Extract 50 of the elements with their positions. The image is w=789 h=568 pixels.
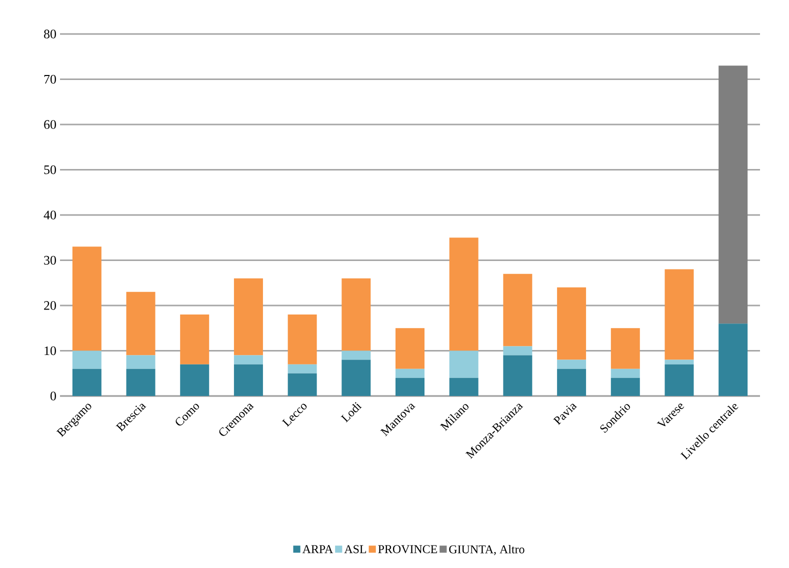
bar xyxy=(342,360,371,396)
bar xyxy=(72,368,102,396)
bar xyxy=(503,274,532,346)
bar xyxy=(234,355,263,364)
bar xyxy=(718,66,748,324)
bar xyxy=(396,328,425,369)
y-tick-label: 20 xyxy=(44,301,56,310)
legend-label: ARPA xyxy=(302,545,334,554)
bar xyxy=(180,364,210,396)
bar xyxy=(288,364,317,374)
bar xyxy=(503,355,532,396)
y-tick-label: 60 xyxy=(44,120,56,129)
bar xyxy=(610,328,640,369)
bar xyxy=(72,246,102,351)
bar xyxy=(664,364,694,396)
y-tick-label: 10 xyxy=(44,346,56,356)
y-tick-label: 40 xyxy=(44,210,56,220)
legend-label: GIUNTA, Altro xyxy=(449,544,524,556)
bar xyxy=(72,350,102,369)
bar xyxy=(288,314,317,364)
bar xyxy=(396,378,425,396)
y-tick-label: 30 xyxy=(44,256,56,265)
bar xyxy=(503,346,532,356)
y-tick-label: 50 xyxy=(44,165,56,174)
bar xyxy=(664,360,694,364)
bar xyxy=(126,368,156,396)
bar xyxy=(449,238,478,351)
bar xyxy=(610,368,640,378)
y-tick-label: 0 xyxy=(50,392,56,400)
bar xyxy=(557,287,586,360)
bar xyxy=(396,368,425,378)
bar xyxy=(234,364,263,396)
bar xyxy=(288,373,317,396)
legend-label: ASL xyxy=(344,545,366,554)
bar xyxy=(234,278,263,356)
bar xyxy=(610,378,640,396)
bar xyxy=(718,324,748,396)
y-tick-label: 80 xyxy=(44,30,56,38)
bar xyxy=(126,292,156,356)
bar xyxy=(342,278,371,351)
bar xyxy=(342,350,371,360)
legend-label: PROVINCE xyxy=(378,545,438,554)
bar xyxy=(180,314,210,364)
bar xyxy=(557,368,586,396)
bar xyxy=(126,355,156,369)
bar xyxy=(557,360,586,369)
bar xyxy=(449,378,478,396)
bar xyxy=(664,269,694,360)
bar xyxy=(449,350,478,378)
y-tick-label: 70 xyxy=(44,74,56,84)
